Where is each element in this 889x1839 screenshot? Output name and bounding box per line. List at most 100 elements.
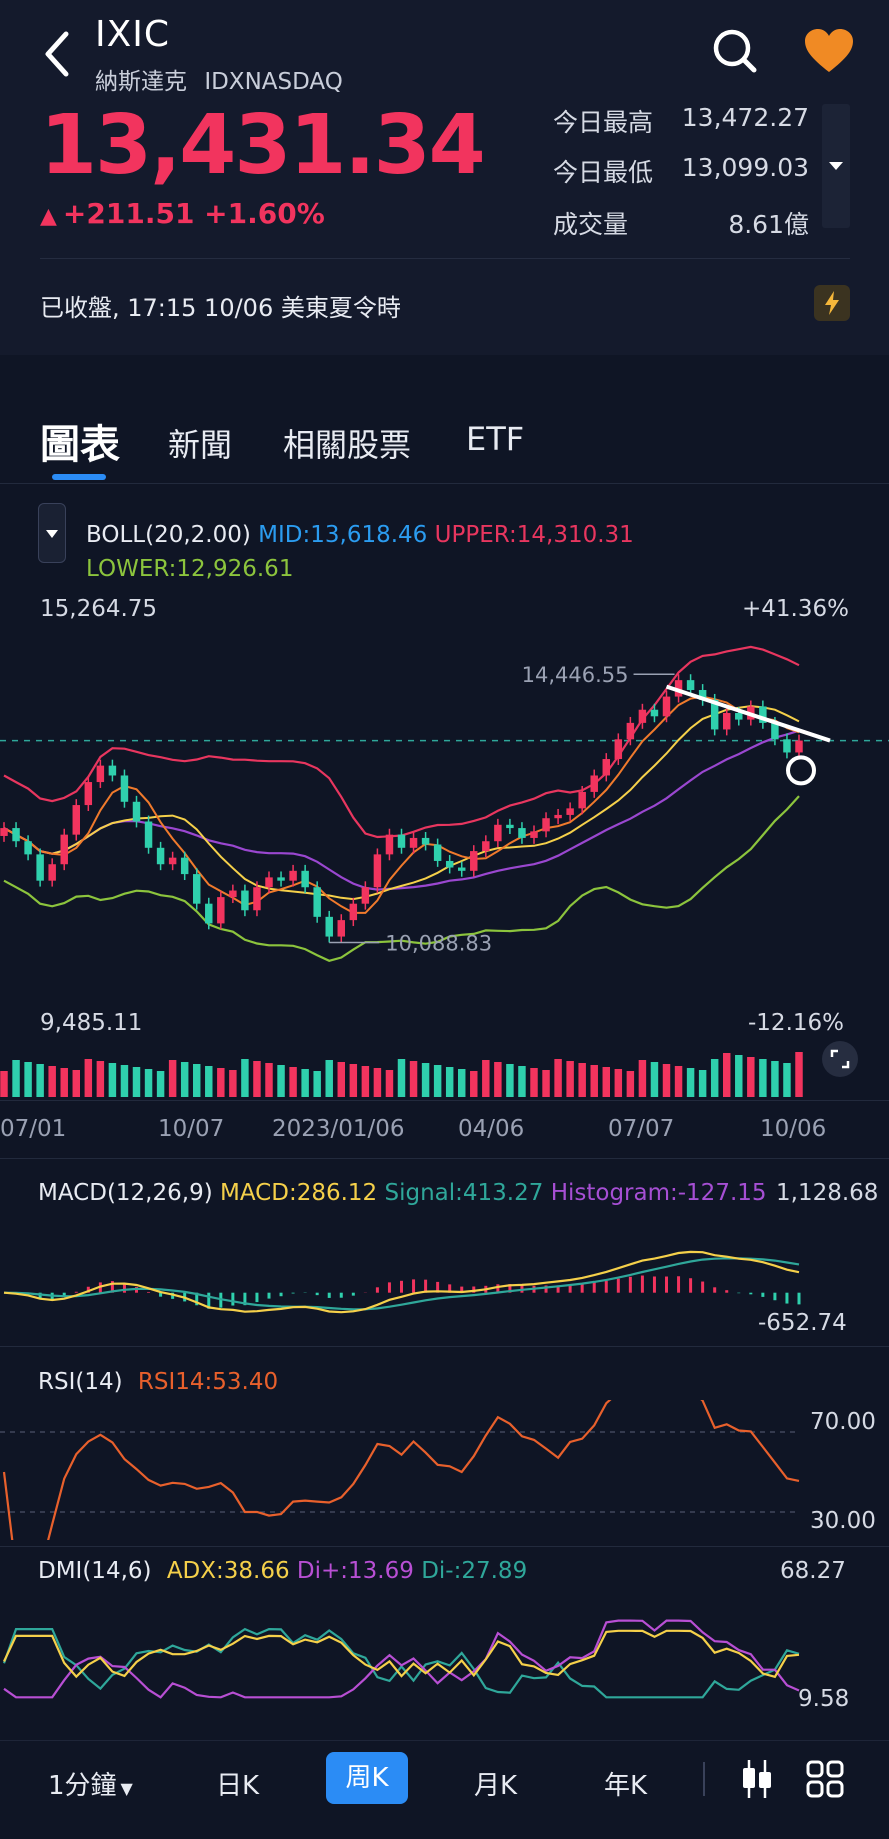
period-month[interactable]: 月K <box>474 1771 518 1801</box>
dmi-di-plus: Di+:13.69 <box>296 1558 414 1584</box>
volume-bar <box>747 1057 755 1097</box>
volume-bar <box>759 1059 767 1097</box>
dmi-chart[interactable] <box>0 1590 889 1720</box>
boll-lower: LOWER:12,926.61 <box>86 556 294 582</box>
candle-body <box>168 857 177 865</box>
volume-bar <box>120 1065 129 1097</box>
candle-body <box>96 765 105 783</box>
candlestick-chart[interactable]: 14,446.55 10,088.83 <box>0 620 889 1100</box>
volume-bar <box>205 1066 213 1097</box>
volume-bar <box>84 1059 93 1097</box>
macd-chart[interactable] <box>0 1215 889 1345</box>
indicator-dropdown-button[interactable] <box>38 503 66 563</box>
search-icon[interactable] <box>712 28 758 74</box>
symbol-subtitle: 納斯達克 IDXNASDAQ <box>95 62 343 96</box>
tab-news[interactable]: 新聞 <box>168 426 233 464</box>
candle-body <box>156 847 165 865</box>
volume-bar <box>180 1062 189 1097</box>
rsi-lower: 30.00 <box>810 1508 876 1534</box>
period-week[interactable]: 周K <box>326 1752 408 1804</box>
rsi-legend: RSI(14) RSI14:53.40 <box>38 1369 278 1395</box>
candle-body <box>48 864 56 881</box>
volume-bar <box>783 1063 791 1097</box>
lightning-button[interactable] <box>814 285 850 321</box>
candle-type-icon[interactable] <box>740 1758 774 1800</box>
fullscreen-button[interactable] <box>822 1041 858 1077</box>
candle-body <box>180 857 189 875</box>
volume-bar <box>698 1070 707 1097</box>
macd-legend: MACD(12,26,9) MACD:286.12 Signal:413.27 … <box>38 1180 767 1206</box>
favorite-heart-icon[interactable] <box>803 28 855 74</box>
boll-legend: BOLL(20,2.00) MID:13,618.46 UPPER:14,310… <box>86 522 634 548</box>
candle-body <box>205 903 213 924</box>
volume-bar <box>108 1063 117 1097</box>
candle-body <box>457 867 466 871</box>
candle-body <box>337 920 346 937</box>
candle-body <box>735 713 743 720</box>
chart-top-value: 15,264.75 <box>40 596 158 622</box>
candle-body <box>397 834 406 848</box>
volume-bar <box>361 1066 370 1097</box>
candle-body <box>325 916 333 937</box>
candle-body <box>445 860 454 868</box>
macd-divider <box>0 1346 889 1347</box>
stat-value-low: 13,099.03 <box>681 153 809 182</box>
candle-body <box>421 837 430 845</box>
stats-expand-button[interactable] <box>822 104 850 228</box>
exchange-code: IDXNASDAQ <box>204 69 343 95</box>
volume-bar <box>674 1066 683 1097</box>
tab-related-stocks[interactable]: 相關股票 <box>283 426 412 464</box>
volume-bar <box>313 1071 321 1097</box>
tab-chart[interactable]: 圖表 <box>40 422 120 468</box>
candle-body <box>686 680 695 691</box>
volume-bar <box>192 1064 201 1097</box>
candle-body <box>108 765 117 776</box>
candle-body <box>289 870 297 881</box>
dmi-adx: ADX:38.66 <box>166 1558 290 1584</box>
period-day[interactable]: 日K <box>216 1771 260 1801</box>
period-toolbar <box>0 1740 889 1839</box>
volume-bar <box>72 1070 81 1097</box>
volume-bar <box>626 1071 635 1097</box>
chevron-down-icon <box>46 530 58 538</box>
tab-etf[interactable]: ETF <box>466 420 525 458</box>
date-divider <box>0 1158 889 1159</box>
volume-bar <box>156 1071 165 1097</box>
candle-body <box>470 851 478 871</box>
volume-bar <box>48 1066 56 1097</box>
volume-bar <box>397 1059 406 1097</box>
candle-body <box>698 690 707 700</box>
candle-body <box>494 824 502 842</box>
volume-bar <box>301 1069 309 1097</box>
candle-body <box>84 782 93 806</box>
candle-body <box>759 706 767 723</box>
candle-body <box>783 739 791 753</box>
expand-icon <box>830 1049 850 1069</box>
volume-bar <box>265 1063 273 1097</box>
candle-body <box>482 841 490 852</box>
rsi-chart[interactable] <box>0 1400 889 1540</box>
chart-top-pct: +41.36% <box>742 596 849 622</box>
candle-body <box>542 818 550 832</box>
volume-bar <box>482 1060 490 1097</box>
ma5-line <box>3 695 800 914</box>
grid-layout-icon[interactable] <box>806 1760 844 1798</box>
volume-bar <box>421 1063 430 1097</box>
volume-bar <box>722 1053 731 1097</box>
candle-body <box>192 874 201 904</box>
candle-body <box>554 814 562 819</box>
period-year[interactable]: 年K <box>604 1771 648 1801</box>
back-arrow-icon[interactable] <box>40 28 76 80</box>
ma10-line <box>3 705 800 901</box>
rsi-upper: 70.00 <box>810 1409 876 1435</box>
volume-bar <box>602 1067 611 1097</box>
volume-bar <box>518 1066 526 1097</box>
candle-body <box>60 834 68 865</box>
last-price: 13,431.34 <box>40 98 486 193</box>
volume-bar <box>24 1062 32 1097</box>
volume-bar <box>710 1059 719 1097</box>
date-label: 10/06 <box>760 1116 827 1142</box>
period-1min[interactable]: 1分鐘 ▼ <box>48 1771 133 1801</box>
macd-bottom: -652.74 <box>758 1310 847 1336</box>
candle-body <box>144 821 153 848</box>
